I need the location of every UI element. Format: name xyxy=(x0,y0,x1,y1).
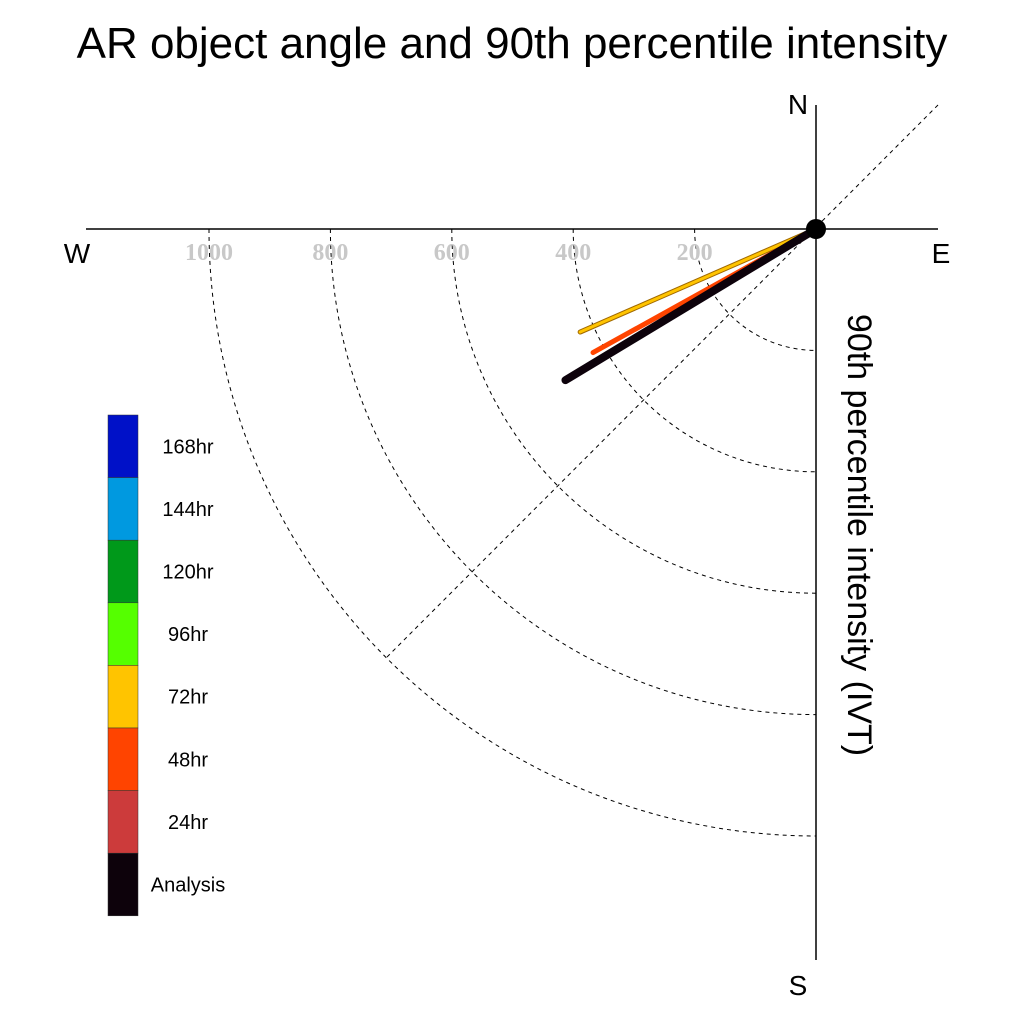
radial-tick-800: 800 xyxy=(312,240,348,266)
radial-tick-1000: 1000 xyxy=(185,240,233,266)
vector-72hr xyxy=(578,227,818,334)
legend-swatch-168hr xyxy=(107,414,139,478)
compass-south-label: S xyxy=(789,970,808,1001)
legend-label-168hr: 168hr xyxy=(162,436,213,458)
legend-label-48hr: 48hr xyxy=(168,749,208,771)
legend-label-120hr: 120hr xyxy=(162,562,213,584)
radial-tick-400: 400 xyxy=(555,240,591,266)
legend-swatch-24hr xyxy=(107,790,139,854)
legend-swatch-Analysis xyxy=(107,852,139,917)
compass-west-label: W xyxy=(64,238,91,269)
legend-swatch-120hr xyxy=(107,539,139,604)
legend-label-Analysis: Analysis xyxy=(151,875,225,897)
legend-swatch-144hr xyxy=(107,477,139,541)
legend-label-144hr: 144hr xyxy=(162,499,213,521)
grid-ring-200 xyxy=(694,228,817,351)
legend-label-24hr: 24hr xyxy=(168,812,208,834)
compass-axes xyxy=(86,105,938,960)
radial-tick-labels: 1000 800 600 400 200 xyxy=(185,240,713,266)
compass-north-label: N xyxy=(788,89,808,120)
chart-title: AR object angle and 90th percentile inte… xyxy=(77,19,948,68)
compass-east-label: E xyxy=(932,238,951,269)
legend-label-96hr: 96hr xyxy=(168,624,208,646)
vector-Analysis xyxy=(561,225,820,385)
legend-swatch-48hr xyxy=(107,727,139,791)
legend-swatch-72hr xyxy=(107,665,139,729)
grid-ring-800 xyxy=(329,228,817,716)
y-axis-label: 90th percentile intensity (IVT) xyxy=(840,314,878,756)
series-vectors xyxy=(561,225,820,385)
grid-diagonal xyxy=(385,104,939,659)
polar-grid xyxy=(208,104,939,837)
radial-tick-200: 200 xyxy=(677,240,713,266)
legend-label-72hr: 72hr xyxy=(168,687,208,709)
grid-ring-1000 xyxy=(208,228,817,837)
radial-tick-600: 600 xyxy=(434,240,470,266)
origin-marker xyxy=(806,219,826,239)
legend: 168hr 144hr 120hr 96hr 72hr 48hr 24hr Analysis xyxy=(107,414,225,917)
legend-swatch-96hr xyxy=(107,602,139,666)
grid-ring-600 xyxy=(451,228,817,594)
